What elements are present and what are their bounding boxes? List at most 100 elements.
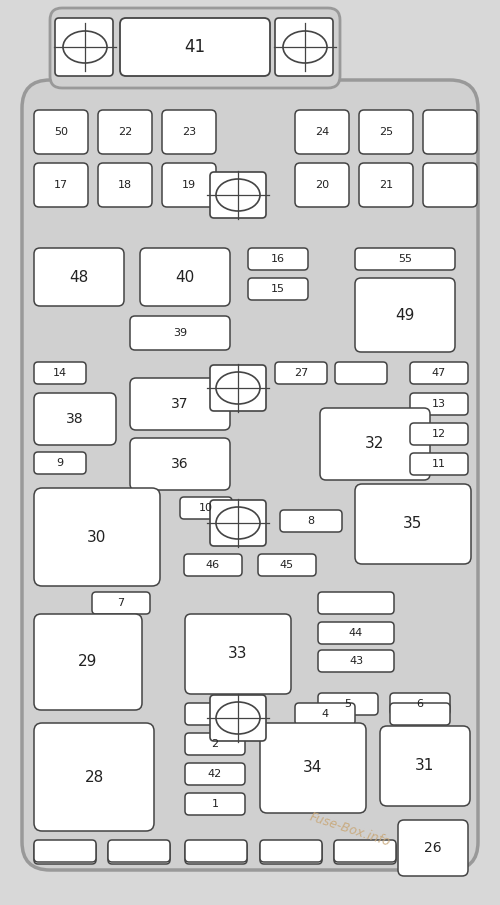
Ellipse shape bbox=[216, 507, 260, 539]
FancyBboxPatch shape bbox=[359, 163, 413, 207]
FancyBboxPatch shape bbox=[355, 248, 455, 270]
FancyBboxPatch shape bbox=[34, 393, 116, 445]
FancyBboxPatch shape bbox=[184, 554, 242, 576]
Text: 26: 26 bbox=[424, 841, 442, 855]
Text: Fuse-Box.info: Fuse-Box.info bbox=[308, 811, 392, 849]
FancyBboxPatch shape bbox=[22, 80, 478, 870]
Text: 55: 55 bbox=[398, 254, 412, 264]
FancyBboxPatch shape bbox=[162, 110, 216, 154]
FancyBboxPatch shape bbox=[210, 365, 266, 411]
FancyBboxPatch shape bbox=[355, 278, 455, 352]
Text: 2: 2 bbox=[212, 739, 218, 749]
FancyBboxPatch shape bbox=[210, 695, 266, 741]
Text: 27: 27 bbox=[294, 368, 308, 378]
Text: 43: 43 bbox=[349, 656, 363, 666]
FancyBboxPatch shape bbox=[248, 248, 308, 270]
Text: 16: 16 bbox=[271, 254, 285, 264]
Text: 31: 31 bbox=[416, 758, 434, 774]
Text: 24: 24 bbox=[315, 127, 329, 137]
FancyBboxPatch shape bbox=[423, 163, 477, 207]
Text: 47: 47 bbox=[432, 368, 446, 378]
FancyBboxPatch shape bbox=[140, 248, 230, 306]
Ellipse shape bbox=[63, 31, 107, 63]
Text: 36: 36 bbox=[171, 457, 189, 471]
FancyBboxPatch shape bbox=[320, 408, 430, 480]
Text: 23: 23 bbox=[182, 127, 196, 137]
FancyBboxPatch shape bbox=[34, 163, 88, 207]
Text: 5: 5 bbox=[344, 699, 352, 709]
FancyBboxPatch shape bbox=[335, 362, 387, 384]
FancyBboxPatch shape bbox=[120, 18, 270, 76]
FancyBboxPatch shape bbox=[162, 163, 216, 207]
FancyBboxPatch shape bbox=[280, 510, 342, 532]
FancyBboxPatch shape bbox=[295, 110, 349, 154]
FancyBboxPatch shape bbox=[318, 592, 394, 614]
FancyBboxPatch shape bbox=[334, 840, 396, 862]
FancyBboxPatch shape bbox=[108, 842, 170, 864]
Text: 21: 21 bbox=[379, 180, 393, 190]
Text: 32: 32 bbox=[366, 436, 384, 452]
FancyBboxPatch shape bbox=[34, 842, 96, 864]
FancyBboxPatch shape bbox=[98, 110, 152, 154]
Text: 11: 11 bbox=[432, 459, 446, 469]
Text: 45: 45 bbox=[280, 560, 294, 570]
Ellipse shape bbox=[216, 702, 260, 734]
FancyBboxPatch shape bbox=[55, 18, 113, 76]
FancyBboxPatch shape bbox=[130, 316, 230, 350]
FancyBboxPatch shape bbox=[130, 378, 230, 430]
Text: 12: 12 bbox=[432, 429, 446, 439]
FancyBboxPatch shape bbox=[34, 362, 86, 384]
FancyBboxPatch shape bbox=[398, 820, 468, 876]
Text: 48: 48 bbox=[70, 270, 88, 284]
Text: 8: 8 bbox=[308, 516, 314, 526]
Text: 20: 20 bbox=[315, 180, 329, 190]
FancyBboxPatch shape bbox=[258, 554, 316, 576]
FancyBboxPatch shape bbox=[92, 592, 150, 614]
FancyBboxPatch shape bbox=[108, 840, 170, 862]
FancyBboxPatch shape bbox=[359, 110, 413, 154]
Text: 22: 22 bbox=[118, 127, 132, 137]
Text: 25: 25 bbox=[379, 127, 393, 137]
FancyBboxPatch shape bbox=[34, 723, 154, 831]
FancyBboxPatch shape bbox=[185, 614, 291, 694]
FancyBboxPatch shape bbox=[355, 484, 471, 564]
FancyBboxPatch shape bbox=[34, 110, 88, 154]
FancyBboxPatch shape bbox=[260, 723, 366, 813]
Text: 40: 40 bbox=[176, 270, 195, 284]
FancyBboxPatch shape bbox=[390, 703, 450, 725]
Text: 28: 28 bbox=[84, 769, 103, 785]
FancyBboxPatch shape bbox=[50, 8, 340, 88]
FancyBboxPatch shape bbox=[98, 163, 152, 207]
FancyBboxPatch shape bbox=[130, 438, 230, 490]
Text: 42: 42 bbox=[208, 769, 222, 779]
FancyBboxPatch shape bbox=[34, 840, 96, 862]
Text: 38: 38 bbox=[66, 412, 84, 426]
FancyBboxPatch shape bbox=[34, 488, 160, 586]
FancyBboxPatch shape bbox=[185, 793, 245, 815]
FancyBboxPatch shape bbox=[380, 726, 470, 806]
Text: 7: 7 bbox=[118, 598, 124, 608]
FancyBboxPatch shape bbox=[185, 840, 247, 862]
Text: 9: 9 bbox=[56, 458, 64, 468]
FancyBboxPatch shape bbox=[185, 703, 245, 725]
FancyBboxPatch shape bbox=[185, 763, 245, 785]
Text: 4: 4 bbox=[322, 709, 328, 719]
Text: 18: 18 bbox=[118, 180, 132, 190]
FancyBboxPatch shape bbox=[180, 497, 232, 519]
Text: 49: 49 bbox=[396, 308, 414, 322]
FancyBboxPatch shape bbox=[260, 840, 322, 862]
FancyBboxPatch shape bbox=[275, 362, 327, 384]
FancyBboxPatch shape bbox=[34, 248, 124, 306]
Text: 35: 35 bbox=[404, 517, 422, 531]
Text: 1: 1 bbox=[212, 799, 218, 809]
Text: 13: 13 bbox=[432, 399, 446, 409]
Text: 19: 19 bbox=[182, 180, 196, 190]
FancyBboxPatch shape bbox=[334, 842, 396, 864]
Text: 29: 29 bbox=[78, 654, 98, 670]
Text: 44: 44 bbox=[349, 628, 363, 638]
FancyBboxPatch shape bbox=[34, 614, 142, 710]
Text: 17: 17 bbox=[54, 180, 68, 190]
FancyBboxPatch shape bbox=[210, 172, 266, 218]
FancyBboxPatch shape bbox=[295, 163, 349, 207]
FancyBboxPatch shape bbox=[410, 393, 468, 415]
